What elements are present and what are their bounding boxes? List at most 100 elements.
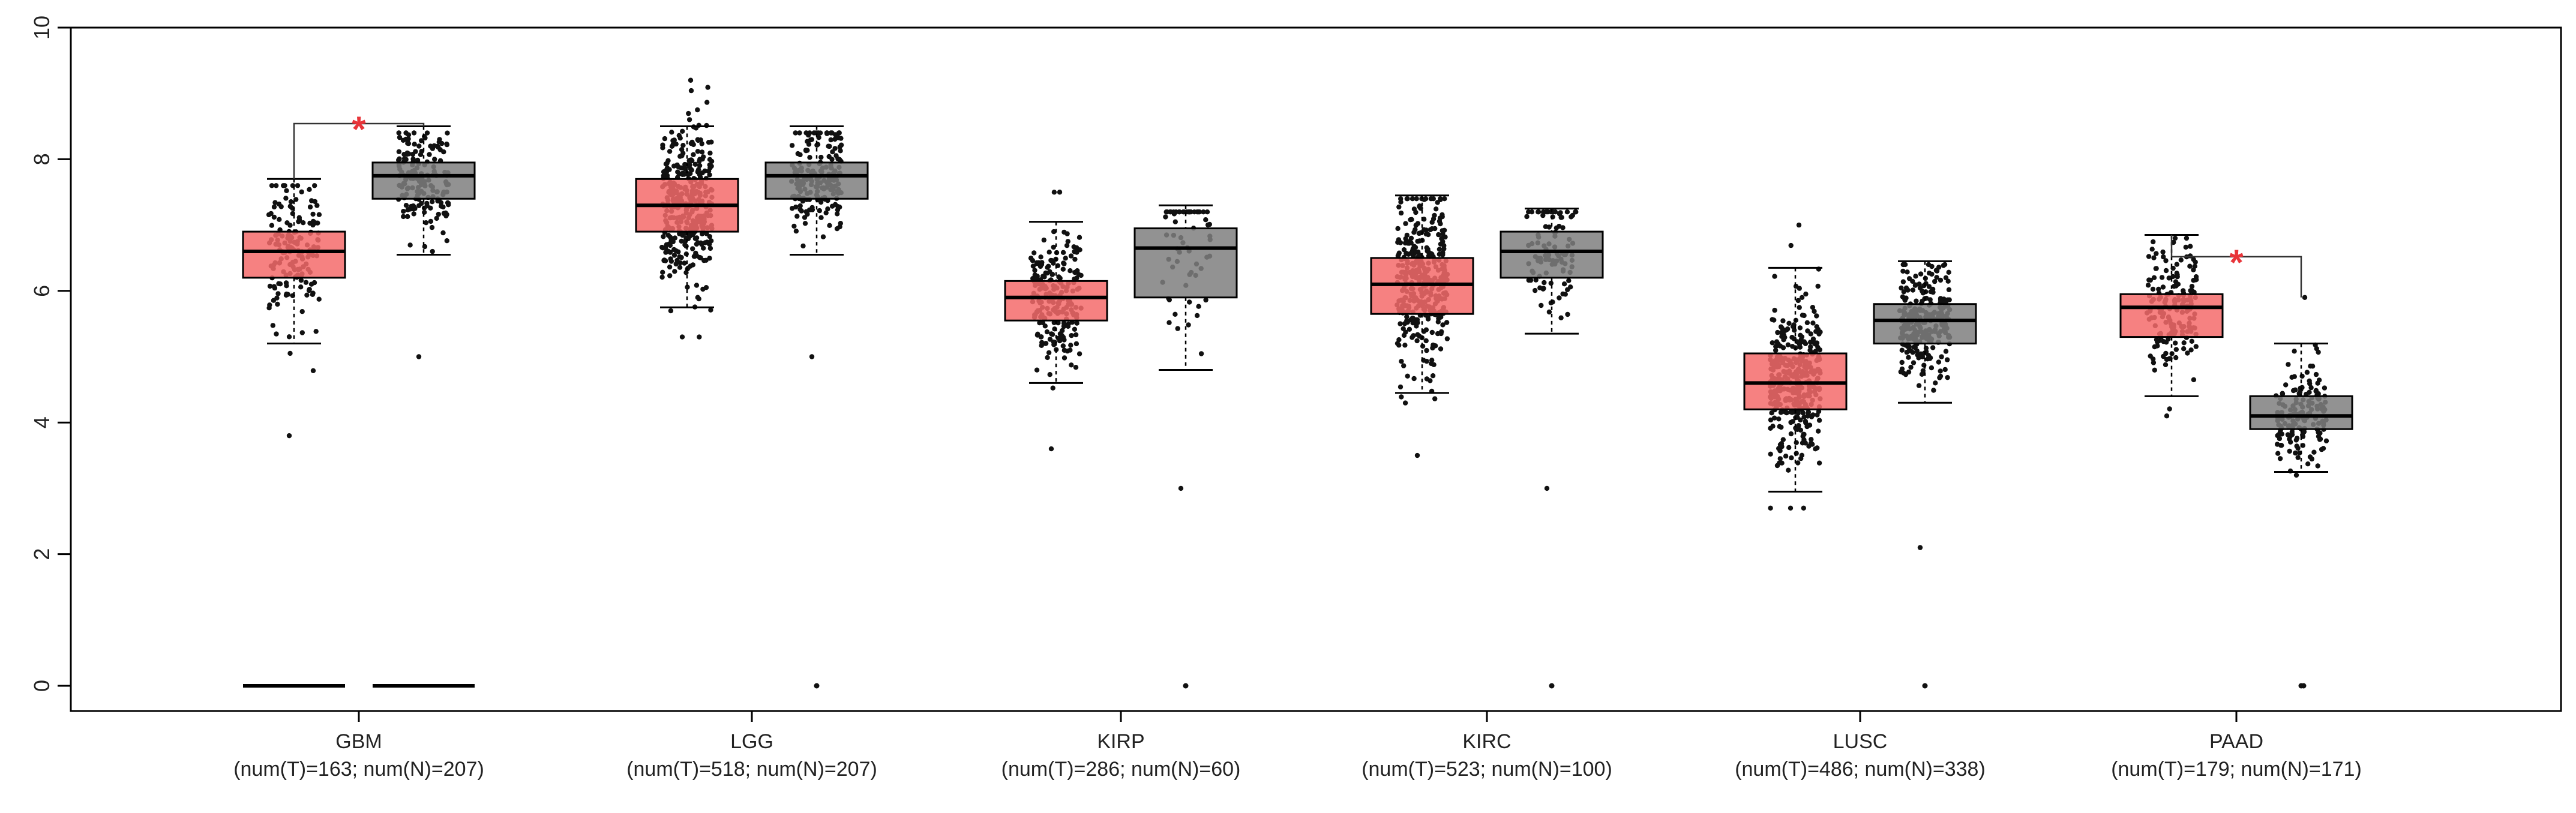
paad-tumor-point xyxy=(2188,288,2193,293)
gbm-normal-point xyxy=(397,156,402,161)
gbm-tumor-point xyxy=(270,323,275,328)
paad-tumor-point xyxy=(2148,353,2153,359)
kirp-normal-point xyxy=(1172,219,1178,224)
lusc-tumor-point xyxy=(1808,331,1813,337)
lgg-tumor-point xyxy=(697,334,702,340)
lusc-normal-point xyxy=(1919,371,1925,377)
kirc-tumor-point xyxy=(1429,329,1435,335)
kirc-normal-point xyxy=(1533,287,1538,293)
kirp-tumor-point xyxy=(1058,337,1064,342)
lusc-normal-point xyxy=(1927,297,1933,302)
paad-normal-point xyxy=(2286,362,2291,367)
paad-tumor-point xyxy=(2152,367,2157,373)
gbm-normal-point xyxy=(407,242,413,248)
kirc-tumor-point xyxy=(1425,314,1431,320)
lusc-normal-point xyxy=(1926,284,1932,289)
paad-tumor-point xyxy=(2160,284,2166,290)
lgg-tumor-point xyxy=(672,269,677,274)
gbm-normal-point xyxy=(410,156,416,162)
lusc-tumor-point xyxy=(1806,443,1812,449)
lusc-tumor-point xyxy=(1772,307,1777,313)
lgg-tumor-point xyxy=(697,254,703,260)
lusc-normal-point xyxy=(1944,299,1949,304)
lgg-tumor-point xyxy=(695,149,701,154)
kirc-tumor-point xyxy=(1411,230,1417,235)
lusc-tumor-point xyxy=(1810,305,1816,310)
gbm-tumor-outlier-point xyxy=(295,183,301,188)
lusc-tumor-point xyxy=(1809,437,1814,442)
lusc-tumor-point xyxy=(1814,313,1819,319)
lgg-normal-point xyxy=(807,130,812,136)
kirc-normal-point xyxy=(1548,280,1554,286)
kirp-tumor-point xyxy=(1042,323,1048,329)
kirc-tumor-point xyxy=(1408,235,1414,241)
kirc-normal-point xyxy=(1564,209,1570,215)
lusc-normal-point xyxy=(1900,262,1906,268)
kirc-normal-point xyxy=(1561,281,1567,287)
gbm-tumor-point xyxy=(299,189,304,194)
lusc-tumor-point xyxy=(1786,320,1792,326)
kirp-normal-point xyxy=(1203,217,1208,223)
lgg-normal-point xyxy=(838,148,843,154)
lgg-tumor-point xyxy=(682,260,687,266)
lusc-normal-point xyxy=(1933,380,1938,386)
gbm-normal-point xyxy=(434,215,439,221)
gbm-normal-point xyxy=(397,134,403,140)
lusc-tumor-point xyxy=(1780,437,1786,442)
gbm-tumor-point xyxy=(287,203,293,209)
kirp-tumor-point xyxy=(1061,355,1067,361)
gbm-tumor-point xyxy=(312,199,318,205)
kirc-tumor-point xyxy=(1440,239,1446,244)
lgg-normal-point xyxy=(835,211,840,217)
paad-normal-point xyxy=(2295,455,2301,460)
lgg-normal-point xyxy=(802,221,808,226)
lusc-tumor-point xyxy=(1801,339,1807,344)
kirp-normal-point xyxy=(1165,209,1170,215)
gbm-normal-point xyxy=(429,224,435,230)
kirc-tumor-point xyxy=(1396,237,1402,242)
lusc-tumor-point xyxy=(1816,460,1822,466)
paad-tumor-outlier-point xyxy=(2172,235,2178,241)
kirc-tumor-point xyxy=(1432,396,1438,401)
kirc-tumor-point xyxy=(1411,244,1417,249)
lusc-tumor-point xyxy=(1798,427,1804,433)
lusc-tumor-point xyxy=(1788,431,1794,437)
kirc-tumor-point xyxy=(1395,226,1401,232)
kirp-tumor-point xyxy=(1030,263,1036,269)
lusc-tumor-point xyxy=(1815,283,1821,289)
gbm-tumor-point xyxy=(267,283,273,289)
kirc-tumor-point xyxy=(1410,316,1416,321)
lgg-normal-box xyxy=(764,161,869,200)
kirc-tumor-point xyxy=(1423,338,1429,344)
lusc-normal-zero-point xyxy=(1922,683,1928,689)
kirp-normal-point xyxy=(1196,209,1202,215)
paad-tumor-point xyxy=(2159,275,2165,280)
gbm-tumor-point xyxy=(298,278,304,283)
kirc-normal-point xyxy=(1543,224,1549,229)
gbm-significance-bracket xyxy=(293,122,425,179)
lgg-normal-outlier-point xyxy=(817,130,823,136)
paad-tumor-point xyxy=(2161,353,2166,359)
lgg-tumor-point xyxy=(674,162,680,168)
gbm-tumor-point xyxy=(313,220,318,226)
lusc-tumor-point xyxy=(1800,410,1806,416)
lusc-tumor-point xyxy=(1797,286,1802,291)
lusc-normal-point xyxy=(1906,276,1912,281)
paad-normal-point xyxy=(2283,382,2289,388)
lusc-tumor-point xyxy=(1786,445,1792,451)
lusc-tumor-point xyxy=(1789,410,1795,415)
gbm-tumor-point xyxy=(306,287,312,293)
lgg-normal-point xyxy=(793,130,798,136)
lgg-tumor-point xyxy=(698,240,704,245)
paad-tumor-point xyxy=(2151,275,2157,280)
paad-tumor-point xyxy=(2151,255,2157,260)
gbm-tumor-point xyxy=(310,211,316,217)
kirp-tumor-point xyxy=(1067,347,1073,353)
lgg-normal-point xyxy=(805,148,810,153)
lusc-normal-point xyxy=(1938,368,1943,374)
kirp-tumor-point xyxy=(1072,326,1078,332)
paad-tumor-point xyxy=(2167,406,2172,412)
gbm-tumor-point xyxy=(314,203,320,208)
lgg-tumor-point xyxy=(679,238,684,244)
kirp-tumor-point xyxy=(1038,254,1043,260)
